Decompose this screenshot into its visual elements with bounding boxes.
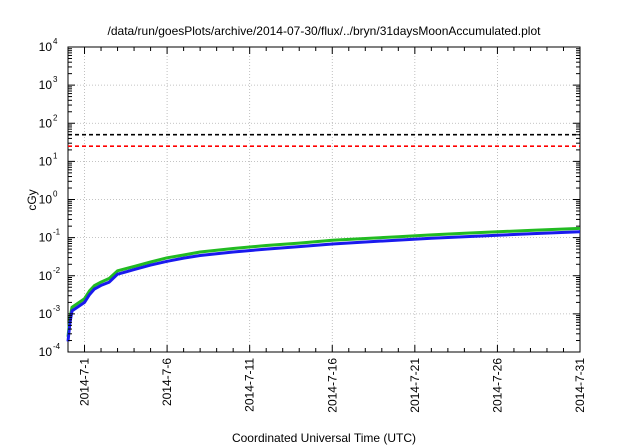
chart-title: /data/run/goesPlots/archive/2014-07-30/f…	[108, 24, 542, 38]
y-axis-label: cGy	[25, 189, 39, 210]
grid	[68, 47, 580, 352]
y-tick-label: 10	[39, 154, 53, 168]
x-tick-label: 2014-7-11	[243, 358, 257, 412]
x-axis-label: Coordinated Universal Time (UTC)	[232, 431, 416, 445]
y-tick-label: 10	[39, 231, 53, 245]
x-tick-label: 2014-7-21	[408, 358, 422, 413]
series-line	[66, 226, 581, 337]
y-tick-label: 10	[39, 307, 53, 321]
y-tick-exponent: 3	[53, 75, 58, 84]
x-tick-label: 2014-7-26	[490, 358, 504, 413]
x-tick-label: 2014-7-31	[573, 358, 587, 413]
y-tick-exponent: 0	[53, 190, 58, 199]
y-tick-label: 10	[39, 116, 53, 130]
y-tick-label: 10	[39, 40, 53, 54]
threshold-lines	[68, 133, 580, 148]
y-tick-exponent: 4	[53, 37, 58, 46]
series-line	[66, 230, 581, 342]
y-tick-label: 10	[39, 193, 53, 207]
x-tick-label: 2014-7-16	[325, 358, 339, 413]
y-tick-exponent: -3	[53, 304, 61, 313]
y-tick-exponent: 2	[53, 113, 58, 122]
y-tick-exponent: -4	[53, 342, 61, 351]
y-tick-label: 10	[39, 269, 53, 283]
x-tick-label: 2014-7-1	[78, 358, 92, 406]
y-tick-exponent: -2	[53, 266, 61, 275]
y-tick-label: 10	[39, 345, 53, 359]
data-series	[66, 226, 581, 342]
x-tick-label: 2014-7-6	[160, 358, 174, 406]
y-tick-label: 10	[39, 78, 53, 92]
x-axis-ticks: 2014-7-1 2014-7-6 2014-7-11 2014-7-16 2014-7…	[67, 47, 587, 413]
y-tick-exponent: 1	[53, 151, 58, 160]
y-tick-exponent: -1	[53, 228, 61, 237]
